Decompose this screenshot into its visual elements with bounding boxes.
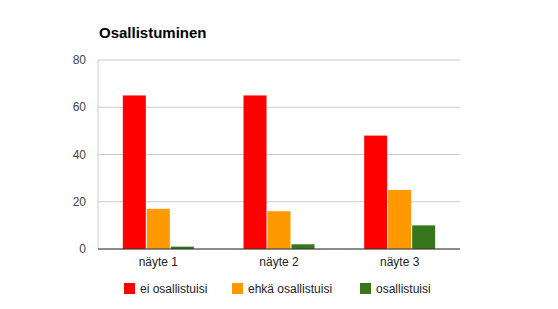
- bar: [244, 95, 267, 249]
- legend-label: ei osallistuisi: [140, 282, 207, 296]
- title: Osallistuminen: [99, 24, 207, 41]
- grid-line: [98, 60, 460, 61]
- bars: [123, 95, 435, 249]
- x-tick-label: näyte 3: [380, 255, 420, 269]
- x-tick-label: näyte 1: [139, 255, 179, 269]
- y-tick-label: 20: [73, 195, 87, 209]
- bar: [268, 211, 291, 249]
- x-axis-line: [98, 249, 460, 250]
- legend-label: osallistuisi: [376, 282, 431, 296]
- y-tick-label: 40: [73, 148, 87, 162]
- grid-line: [98, 107, 460, 108]
- y-tick-label: 80: [73, 53, 87, 67]
- x-tick-label: näyte 2: [259, 255, 299, 269]
- y-tick-label: 60: [73, 100, 87, 114]
- legend-label: ehkä osallistuisi: [248, 282, 332, 296]
- y-tick-label: 0: [79, 242, 86, 256]
- chart-container: Osallistuminen 0 20 40 60 80 näyte 1 näyte 2 näy…: [0, 0, 558, 309]
- bar: [412, 225, 435, 249]
- bar: [123, 95, 146, 249]
- bar: [147, 209, 170, 249]
- legend-swatch: [124, 283, 135, 294]
- bar: [388, 190, 411, 249]
- legend-swatch: [232, 283, 243, 294]
- bar: [292, 244, 315, 249]
- legend-swatch: [360, 283, 371, 294]
- bar: [364, 136, 387, 249]
- y-axis-line: [98, 60, 99, 249]
- chart: Osallistuminen 0 20 40 60 80 näyte 1 näyte 2 näy…: [0, 0, 558, 309]
- grid-line: [98, 154, 460, 155]
- grid-line: [98, 249, 460, 250]
